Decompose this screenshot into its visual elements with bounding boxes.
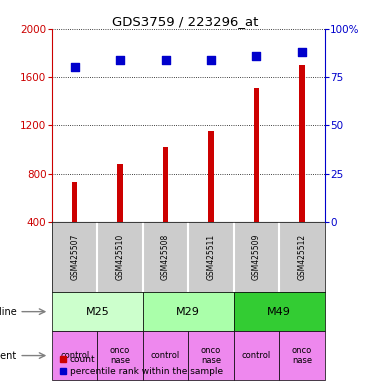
- Legend: count, percentile rank within the sample: count, percentile rank within the sample: [56, 352, 227, 379]
- Bar: [279, 331, 325, 380]
- Point: [253, 53, 259, 59]
- Bar: [234, 331, 279, 380]
- Text: cell line: cell line: [0, 307, 16, 317]
- Text: onco
nase: onco nase: [201, 346, 221, 365]
- Bar: [97, 331, 143, 380]
- Text: control: control: [242, 351, 271, 360]
- Text: GSM425507: GSM425507: [70, 234, 79, 280]
- Text: M49: M49: [267, 307, 291, 317]
- Text: GSM425508: GSM425508: [161, 234, 170, 280]
- Text: control: control: [60, 351, 89, 360]
- Text: GDS3759 / 223296_at: GDS3759 / 223296_at: [112, 15, 259, 28]
- Text: M29: M29: [176, 307, 200, 317]
- Bar: [143, 331, 188, 380]
- Bar: [163, 147, 168, 222]
- Bar: [117, 164, 123, 222]
- Text: onco
nase: onco nase: [110, 346, 130, 365]
- Point: [72, 65, 78, 71]
- Text: GSM425510: GSM425510: [116, 234, 125, 280]
- Bar: [52, 292, 143, 331]
- Text: GSM425511: GSM425511: [207, 234, 216, 280]
- Bar: [234, 292, 325, 331]
- Point: [117, 57, 123, 63]
- Point: [208, 57, 214, 63]
- Bar: [254, 88, 259, 222]
- Bar: [299, 65, 305, 222]
- Text: GSM425512: GSM425512: [298, 234, 306, 280]
- Bar: [188, 331, 234, 380]
- Text: agent: agent: [0, 351, 16, 361]
- Text: GSM425509: GSM425509: [252, 234, 261, 280]
- Point: [162, 57, 168, 63]
- Text: M25: M25: [85, 307, 109, 317]
- Point: [299, 49, 305, 55]
- Text: control: control: [151, 351, 180, 360]
- Bar: [72, 182, 78, 222]
- Bar: [143, 292, 234, 331]
- Text: onco
nase: onco nase: [292, 346, 312, 365]
- Bar: [208, 131, 214, 222]
- Bar: [52, 331, 97, 380]
